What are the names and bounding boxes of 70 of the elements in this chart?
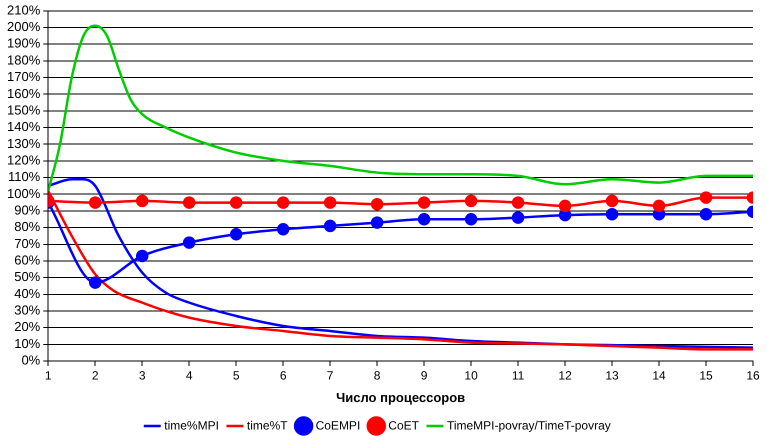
point xyxy=(512,211,524,224)
y-tick-label: 40% xyxy=(14,286,41,301)
point xyxy=(88,276,102,289)
y-tick-label: 140% xyxy=(7,119,41,134)
y-tick-label: 200% xyxy=(7,19,41,34)
legend-label: time%MPI xyxy=(164,418,219,432)
point xyxy=(558,200,572,212)
y-tick-label: 0% xyxy=(21,352,41,368)
point xyxy=(182,236,196,249)
x-tick-label: 6 xyxy=(280,368,287,383)
point xyxy=(606,208,618,220)
x-tick-label: 16 xyxy=(746,368,760,383)
y-tick-label: 170% xyxy=(7,69,41,84)
x-tick-label: 10 xyxy=(464,368,478,383)
x-axis-title: Число процессоров xyxy=(336,390,466,405)
x-tick-label: 9 xyxy=(420,368,428,383)
y-tick-label: 90% xyxy=(14,202,41,218)
point xyxy=(370,198,384,210)
y-tick-label: 50% xyxy=(14,269,41,284)
x-tick-label: 13 xyxy=(605,368,620,383)
point xyxy=(230,228,242,241)
y-tick-label: 190% xyxy=(7,36,41,51)
x-tick-label: 4 xyxy=(186,368,193,383)
point xyxy=(512,196,524,209)
point xyxy=(464,213,478,226)
x-tick-label: 1 xyxy=(44,368,52,383)
y-tick-label: 160% xyxy=(7,86,41,101)
point xyxy=(606,194,618,208)
x-tick-label: 3 xyxy=(138,368,146,383)
point xyxy=(230,196,242,209)
point xyxy=(418,196,430,209)
point xyxy=(276,196,290,209)
y-tick-label: 70% xyxy=(14,236,41,251)
y-tick-label: 150% xyxy=(7,102,41,118)
x-tick-label: 15 xyxy=(699,368,714,383)
x-tick-label: 8 xyxy=(374,368,381,383)
y-tick-label: 80% xyxy=(14,219,41,234)
y-tick-label: 210% xyxy=(7,2,41,18)
y-tick-label: 20% xyxy=(14,319,41,334)
legend-label: TimeMPI-povray/TimeT-povray xyxy=(446,418,611,432)
y-tick-label: 110% xyxy=(8,169,41,184)
y-tick-label: 10% xyxy=(14,336,41,351)
point xyxy=(182,196,196,209)
legend-label: CoET xyxy=(388,418,420,432)
point xyxy=(88,196,102,209)
point xyxy=(136,194,148,208)
y-tick-label: 130% xyxy=(7,136,41,151)
y-tick-label: 120% xyxy=(7,152,41,168)
x-tick-label: 2 xyxy=(92,368,99,383)
point xyxy=(418,213,430,226)
point xyxy=(700,191,712,204)
point xyxy=(324,220,336,232)
y-tick-label: 60% xyxy=(14,252,41,268)
y-tick-label: 180% xyxy=(7,52,41,68)
legend-label: CoEMPI xyxy=(316,418,360,432)
point xyxy=(700,208,712,220)
point xyxy=(652,200,666,212)
y-tick-label: 30% xyxy=(14,302,41,318)
legend-label: time%T xyxy=(246,418,288,432)
point xyxy=(136,250,148,262)
x-tick-label: 5 xyxy=(232,368,240,383)
y-tick-label: 100% xyxy=(7,186,41,201)
x-tick-label: 7 xyxy=(326,368,334,383)
point xyxy=(464,194,478,208)
point xyxy=(324,196,336,209)
x-tick-label: 11 xyxy=(512,368,525,383)
x-tick-label: 14 xyxy=(652,368,666,383)
point xyxy=(276,223,290,236)
point xyxy=(370,216,384,229)
x-tick-label: 12 xyxy=(558,368,572,383)
